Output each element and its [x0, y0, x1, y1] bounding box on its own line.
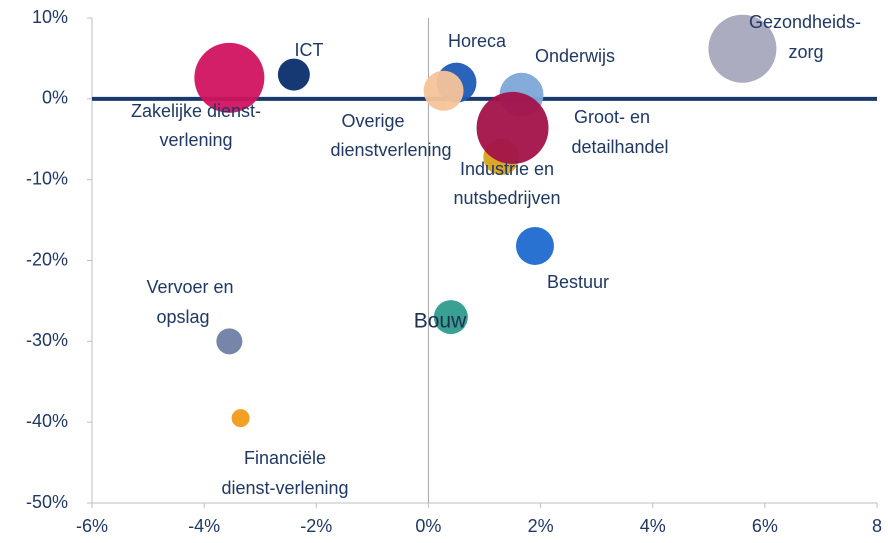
bubble-label: Vervoer en: [146, 277, 233, 297]
bubble-label: Onderwijs: [535, 46, 615, 66]
bubble-label: zorg: [788, 42, 823, 62]
bubble-label: Gezondheids-: [749, 12, 861, 32]
bubble: [216, 328, 243, 355]
bubble-label: dienstverlening: [330, 140, 451, 160]
y-tick-label: -10%: [26, 168, 68, 188]
bubble-label: Horeca: [448, 31, 507, 51]
bubble: [423, 70, 464, 111]
bubble: [231, 409, 250, 428]
x-tick-label: 8: [872, 516, 882, 536]
bubble-label: nutsbedrijven: [453, 188, 560, 208]
y-tick-label: 0%: [42, 88, 68, 108]
bubble-label: detailhandel: [571, 137, 668, 157]
bubble: [277, 58, 310, 91]
y-tick-label: 10%: [32, 7, 68, 27]
bubble: [708, 14, 777, 83]
bubble-label: opslag: [156, 307, 209, 327]
x-tick-label: -2%: [300, 516, 332, 536]
bubble-label: Financiële: [244, 448, 326, 468]
x-tick-label: 2%: [528, 516, 554, 536]
bubble-label: Groot- en: [574, 107, 650, 127]
x-tick-label: 4%: [640, 516, 666, 536]
bubble: [194, 42, 265, 113]
bubble-label: Bestuur: [547, 272, 609, 292]
x-tick-label: 0%: [415, 516, 441, 536]
bubble-label: Bouw: [414, 310, 467, 333]
y-tick-label: -50%: [26, 492, 68, 512]
x-tick-label: -6%: [76, 516, 108, 536]
bubble-label: verlening: [159, 130, 232, 150]
x-tick-label: -4%: [188, 516, 220, 536]
bubble: [515, 226, 554, 265]
bubble-label: dienst-verlening: [221, 478, 348, 498]
y-tick-label: -30%: [26, 330, 68, 350]
y-tick-label: -20%: [26, 249, 68, 269]
x-tick-label: 6%: [752, 516, 778, 536]
bubble-label: Overige: [341, 111, 404, 131]
bubble: [433, 300, 468, 335]
bubble: [476, 91, 549, 164]
y-tick-label: -40%: [26, 411, 68, 431]
bubble-label: Zakelijke dienst-: [131, 101, 261, 121]
bubble-label: Industrie en: [460, 159, 554, 179]
bubble-label: ICT: [295, 40, 324, 60]
